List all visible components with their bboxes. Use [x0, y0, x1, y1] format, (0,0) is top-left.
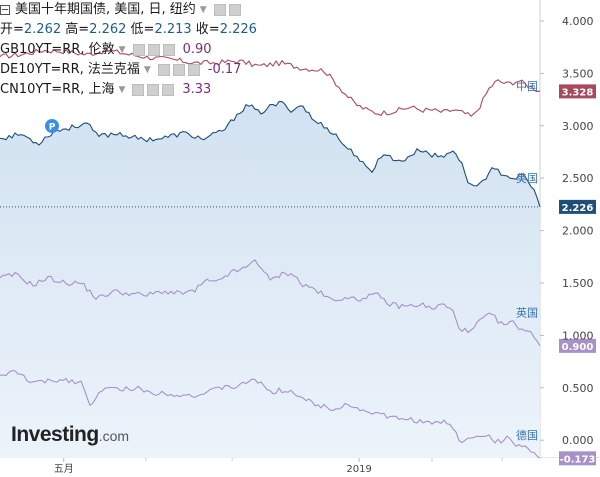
last-value-text: -0.173 — [560, 454, 596, 465]
series-label-美国: 美国 — [516, 172, 538, 185]
ohlc-close-value: 2.226 — [219, 22, 257, 37]
settings-icon[interactable] — [157, 64, 170, 76]
legend-value: 0.90 — [182, 42, 212, 57]
legend-value: -0.17 — [207, 62, 242, 77]
close-icon[interactable] — [162, 44, 175, 56]
legend-item-de[interactable]: DE10YT=RR, 法兰克福 ▼ -0.17 — [0, 60, 257, 80]
logo-suffix: .com — [98, 428, 130, 444]
y-tick-label: 2.000 — [562, 225, 594, 238]
ohlc-low-value: 2.213 — [154, 22, 192, 37]
chevron-down-icon[interactable]: ▼ — [118, 45, 126, 55]
y-tick-label: 2.500 — [562, 172, 594, 185]
series-line-德国 — [0, 370, 541, 459]
gear-icon[interactable] — [228, 4, 241, 16]
legend-symbol: CN10YT=RR, 上海 — [0, 82, 115, 97]
y-tick-label: 3.500 — [562, 67, 594, 80]
close-icon[interactable] — [162, 84, 175, 96]
last-value-badge — [559, 84, 596, 99]
last-value-text: 0.900 — [562, 342, 594, 353]
x-axis-band — [0, 458, 600, 477]
settings-icon[interactable] — [132, 84, 145, 96]
ohlc-open-label: 开= — [0, 22, 24, 37]
chart-title: 美国十年期国债, 美国, 日, 纽约 — [15, 2, 196, 17]
series-line-中国 — [0, 47, 541, 117]
last-value-text: 2.226 — [562, 203, 594, 214]
legend-item-gb[interactable]: GB10YT=RR, 伦敦 ▼ 0.90 — [0, 40, 257, 60]
legend-symbol: DE10YT=RR, 法兰克福 — [0, 62, 140, 77]
gear-icon[interactable] — [147, 84, 160, 96]
x-tick-label: 2019 — [346, 464, 371, 475]
ohlc-high-value: 2.262 — [89, 22, 127, 37]
last-value-badge — [559, 451, 596, 466]
last-value-text: 3.328 — [562, 87, 594, 98]
legend-item-cn[interactable]: CN10YT=RR, 上海 ▼ 3.33 — [0, 80, 257, 100]
series-line-英国 — [0, 259, 541, 347]
last-value-badge — [559, 338, 596, 353]
y-tick-label: 4.000 — [562, 15, 594, 28]
last-value-badge — [559, 199, 596, 214]
legend-panel: 美国十年期国债, 美国, 日, 纽约 ▼ 开= 2.262 高= 2.262 低= 2… — [0, 0, 257, 100]
event-marker-label: P — [49, 123, 56, 133]
logo-text: Investing — [11, 423, 99, 446]
ohlc-open-value: 2.262 — [23, 22, 62, 37]
y-tick-label: 1.500 — [562, 277, 594, 290]
x-tick-label: 五月 — [54, 463, 74, 475]
gear-icon[interactable] — [147, 44, 160, 56]
collapse-icon[interactable] — [0, 5, 10, 15]
legend-symbol: GB10YT=RR, 伦敦 — [0, 42, 115, 57]
series-label-中国: 中国 — [516, 80, 538, 93]
settings-icon[interactable] — [132, 44, 145, 56]
gear-icon[interactable] — [172, 64, 185, 76]
chevron-down-icon[interactable]: ▼ — [143, 65, 151, 75]
y-tick-label: 0.500 — [562, 382, 594, 395]
event-marker[interactable] — [45, 119, 59, 133]
legend-value: 3.33 — [182, 82, 212, 97]
investing-logo: Investing.com — [11, 423, 129, 447]
chevron-down-icon[interactable]: ▼ — [118, 85, 126, 95]
settings-icon[interactable] — [213, 4, 226, 16]
ohlc-row: 开= 2.262 高= 2.262 低= 2.213 收= 2.226 — [0, 20, 257, 40]
ohlc-close-label: 收= — [195, 22, 220, 37]
y-tick-label: 1.000 — [562, 329, 594, 342]
y-tick-label: 3.000 — [562, 120, 594, 133]
legend-header: 美国十年期国债, 美国, 日, 纽约 ▼ — [0, 0, 257, 20]
series-label-德国: 德国 — [516, 428, 538, 442]
ohlc-high-label: 高= — [65, 22, 90, 37]
series-line-美国 — [0, 100, 541, 208]
close-icon[interactable] — [187, 64, 200, 76]
chevron-down-icon[interactable]: ▼ — [199, 5, 207, 15]
y-tick-label: 0.000 — [562, 434, 594, 447]
series-label-英国: 英国 — [516, 305, 538, 319]
ohlc-low-label: 低= — [130, 22, 155, 37]
